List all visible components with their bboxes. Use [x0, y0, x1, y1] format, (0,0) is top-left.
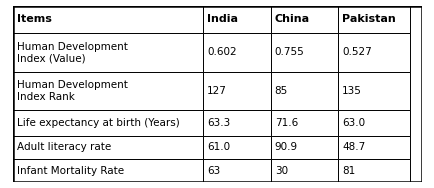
Bar	[203, 110, 270, 136]
Bar	[270, 33, 337, 72]
Text: 63: 63	[207, 166, 220, 176]
Text: Human Development
Index Rank: Human Development Index Rank	[17, 80, 128, 102]
Text: 63.0: 63.0	[342, 118, 365, 128]
Text: Adult literacy rate: Adult literacy rate	[17, 142, 111, 152]
Bar	[337, 33, 409, 72]
Bar	[337, 72, 409, 110]
Bar	[337, 6, 409, 33]
Bar	[270, 72, 337, 110]
Bar	[13, 159, 203, 182]
Bar	[13, 136, 203, 159]
Bar	[13, 72, 203, 110]
Bar	[203, 33, 270, 72]
Text: 71.6: 71.6	[274, 118, 297, 128]
Text: 85: 85	[274, 86, 287, 96]
Text: 63.3: 63.3	[207, 118, 230, 128]
Text: 30: 30	[274, 166, 287, 176]
Bar	[13, 33, 203, 72]
Text: 135: 135	[342, 86, 361, 96]
Text: 81: 81	[342, 166, 355, 176]
Text: Life expectancy at birth (Years): Life expectancy at birth (Years)	[17, 118, 180, 128]
Text: 0.602: 0.602	[207, 47, 237, 57]
Bar	[270, 110, 337, 136]
Bar	[337, 136, 409, 159]
Text: 0.755: 0.755	[274, 47, 304, 57]
Text: 61.0: 61.0	[207, 142, 230, 152]
Text: Human Development
Index (Value): Human Development Index (Value)	[17, 42, 128, 63]
Bar	[13, 6, 203, 33]
Bar	[270, 159, 337, 182]
Bar	[337, 159, 409, 182]
Text: 48.7: 48.7	[342, 142, 365, 152]
Bar	[203, 72, 270, 110]
Bar	[270, 6, 337, 33]
Text: China: China	[274, 14, 309, 24]
Text: 90.9: 90.9	[274, 142, 297, 152]
Text: India: India	[207, 14, 238, 24]
Bar	[203, 159, 270, 182]
Bar	[203, 136, 270, 159]
Bar	[337, 110, 409, 136]
Text: 0.527: 0.527	[342, 47, 371, 57]
Bar	[13, 110, 203, 136]
Bar	[203, 6, 270, 33]
Text: 127: 127	[207, 86, 227, 96]
Text: Pakistan: Pakistan	[342, 14, 395, 24]
Text: Items: Items	[17, 14, 52, 24]
Bar	[270, 136, 337, 159]
Text: Infant Mortality Rate: Infant Mortality Rate	[17, 166, 124, 176]
